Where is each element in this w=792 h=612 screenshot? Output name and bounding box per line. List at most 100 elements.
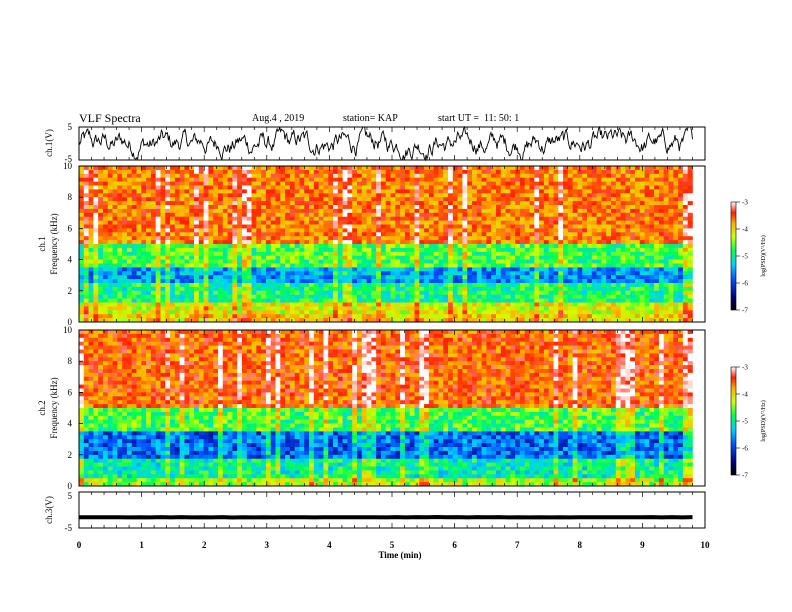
spectrogram-cell xyxy=(198,185,204,190)
spectrogram-cell xyxy=(644,279,650,284)
spectrogram-cell xyxy=(491,228,497,233)
spectrogram-cell xyxy=(79,177,85,182)
spectrogram-cell xyxy=(136,166,142,171)
spectrogram-cell xyxy=(155,185,161,190)
spectrogram-cell xyxy=(265,185,272,190)
spectrogram-cell xyxy=(601,169,607,175)
spectrogram-cell xyxy=(136,189,142,194)
spectrogram-cell xyxy=(495,244,502,249)
spectrogram-cell xyxy=(217,205,224,210)
spectrogram-cell xyxy=(289,236,295,241)
spectrogram-cell xyxy=(203,166,209,171)
spectrogram-cell xyxy=(376,271,382,276)
spectrogram-cell xyxy=(510,220,516,225)
spectrogram-cell xyxy=(515,318,521,323)
spectrogram-cell xyxy=(261,275,267,280)
spectrogram-cell xyxy=(548,232,554,237)
spectrogram-cell xyxy=(582,318,588,323)
spectrogram-cell xyxy=(98,228,104,233)
spectrogram-cell xyxy=(313,271,319,276)
spectrogram-cell xyxy=(328,290,334,295)
spectrogram-cell xyxy=(256,169,262,175)
spectrogram-cell xyxy=(251,263,257,268)
spectrogram-cell xyxy=(333,267,339,272)
spectrogram-cell xyxy=(98,166,104,171)
spectrogram-cell xyxy=(630,294,636,299)
spectrogram-cell xyxy=(625,208,631,214)
spectrogram-cell xyxy=(194,181,200,186)
spectrogram-cell xyxy=(611,286,617,292)
spectrogram-cell xyxy=(491,240,497,245)
spectrogram-cell xyxy=(98,212,104,217)
spectrogram-cell xyxy=(491,197,497,202)
spectrogram-cell xyxy=(165,294,171,299)
spectrogram-cell xyxy=(611,275,617,280)
spectrogram-cell xyxy=(486,251,492,256)
spectrogram-cell xyxy=(280,259,286,264)
spectrogram-cell xyxy=(203,275,209,280)
spectrogram-cell xyxy=(227,306,233,311)
spectrogram-cell xyxy=(500,185,506,190)
spectrogram-cell xyxy=(462,310,468,315)
spectrogram-cell xyxy=(414,216,420,221)
spectrogram-cell xyxy=(380,259,387,264)
spectrogram-cell xyxy=(457,185,463,190)
spectrogram-cell xyxy=(275,177,281,182)
spectrogram-cell xyxy=(323,212,329,217)
spectrogram-cell xyxy=(83,294,89,299)
spectrogram-cell xyxy=(644,169,650,175)
spectrogram-cell xyxy=(117,240,123,245)
spectrogram-cell xyxy=(424,201,430,206)
spectrogram-cell xyxy=(543,236,549,241)
spectrogram-cell xyxy=(102,275,109,280)
spectrogram-cell xyxy=(486,283,492,288)
spectrogram-cell xyxy=(515,283,521,288)
spectrogram-cell xyxy=(371,228,377,233)
spectrogram-cell xyxy=(649,279,655,284)
spectrogram-cell xyxy=(505,314,511,319)
spectrogram-cell xyxy=(237,220,243,225)
spectrogram-cell xyxy=(409,240,415,245)
spectrogram-cell xyxy=(122,197,128,202)
spectrogram-cell xyxy=(361,193,367,198)
spectrogram-cell xyxy=(361,240,367,245)
spectrogram-cell xyxy=(88,255,94,260)
spectrogram-cell xyxy=(654,279,660,284)
spectrogram-cell xyxy=(481,302,487,307)
spectrogram-cell xyxy=(83,177,89,182)
spectrogram-cell xyxy=(356,220,363,225)
spectrogram-cell xyxy=(323,314,329,319)
spectrogram-cell xyxy=(160,177,166,182)
spectrogram-cell xyxy=(93,232,99,237)
spectrogram-cell xyxy=(289,275,295,280)
spectrogram-cell xyxy=(601,224,607,229)
spectrogram-cell xyxy=(505,298,511,303)
spectrogram-cell xyxy=(452,310,458,315)
spectrogram-cell xyxy=(644,290,650,295)
spectrogram-cell xyxy=(587,212,593,217)
spectrogram-cell xyxy=(275,310,281,315)
spectrogram-cell xyxy=(333,302,339,307)
spectrogram-cell xyxy=(390,169,396,175)
spectrogram-cell xyxy=(270,294,276,299)
spectrogram-cell xyxy=(270,173,276,178)
spectrogram-cell xyxy=(155,232,161,237)
spectrogram-cell xyxy=(601,193,607,198)
spectrogram-cell xyxy=(170,275,176,280)
spectrogram-cell xyxy=(136,283,142,288)
spectrogram-cell xyxy=(323,208,329,214)
spectrogram-cell xyxy=(644,193,650,198)
spectrogram-cell xyxy=(155,208,161,214)
spectrogram-cell xyxy=(237,310,243,315)
spectrogram-cell xyxy=(323,189,329,194)
spectrogram-cell xyxy=(342,166,348,171)
spectrogram-cell xyxy=(160,205,166,210)
spectrogram-cell xyxy=(237,166,243,171)
spectrogram-cell xyxy=(112,294,118,299)
spectrogram-cell xyxy=(126,271,133,276)
spectrogram-cell xyxy=(452,302,458,307)
spectrogram-cell xyxy=(534,314,540,319)
spectrogram-cell xyxy=(515,255,521,260)
spectrogram-cell xyxy=(299,298,305,303)
spectrogram-cell xyxy=(270,279,276,284)
